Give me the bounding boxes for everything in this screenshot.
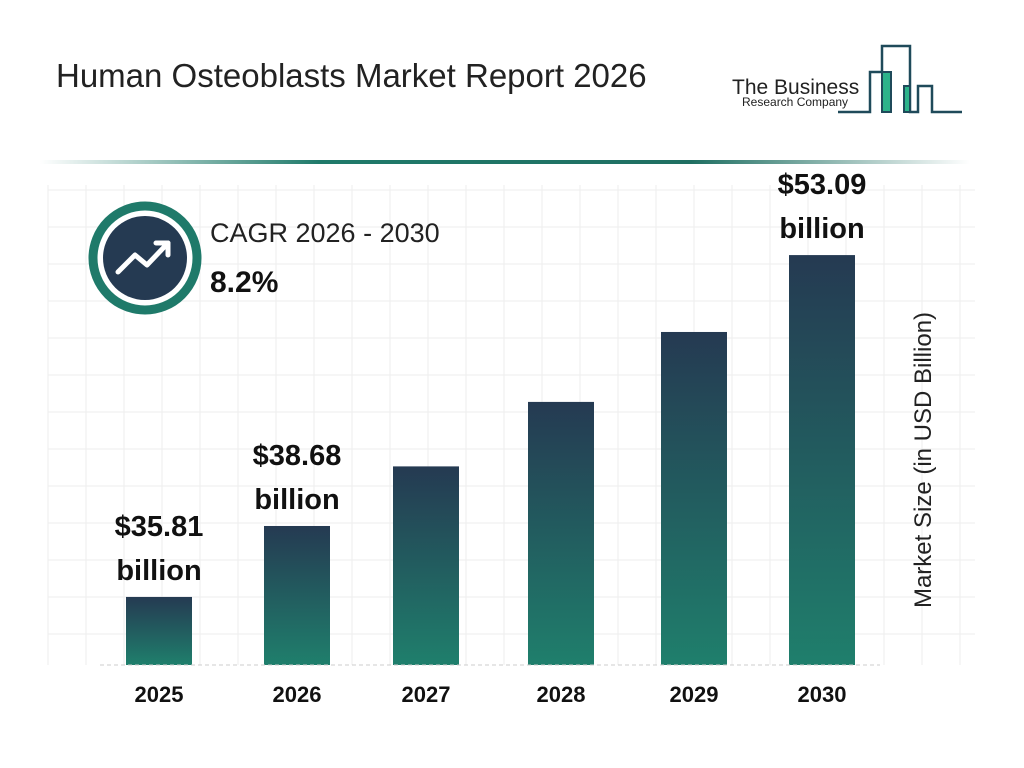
cagr-label: CAGR 2026 - 2030 — [210, 218, 440, 248]
bar-2026 — [264, 525, 330, 665]
data-label-value: $53.09 — [777, 169, 867, 202]
x-tick-label: 2026 — [272, 682, 322, 707]
logo-line2: Research Company — [742, 95, 848, 109]
data-label-value: $38.68 — [252, 439, 342, 472]
data-label: $53.09 billion — [742, 163, 902, 251]
bar-2025 — [126, 596, 192, 665]
bar-2030 — [789, 255, 855, 665]
divider — [40, 160, 970, 164]
bar-2027 — [393, 466, 459, 665]
page-title: Human Osteoblasts Market Report 2026 — [56, 57, 647, 94]
data-label-unit: billion — [116, 554, 202, 587]
trending-up-icon — [88, 201, 202, 315]
x-tick-label: 2028 — [536, 682, 586, 707]
data-label: $35.81 billion — [79, 505, 239, 593]
bar-2028 — [528, 401, 594, 665]
cagr-value: 8.2% — [210, 266, 279, 299]
logo-line1: The Business — [732, 76, 859, 99]
bar-2029 — [661, 331, 727, 665]
data-label-value: $35.81 — [114, 510, 204, 543]
y-axis-label: Market Size (in USD Billion) — [910, 311, 937, 609]
company-logo: The Business Research Company — [730, 44, 965, 124]
data-label-unit: billion — [779, 213, 865, 246]
x-tick-label: 2030 — [797, 682, 847, 707]
x-tick-label: 2029 — [669, 682, 719, 707]
data-label: $38.68 billion — [217, 434, 377, 522]
x-tick-label: 2027 — [401, 682, 451, 707]
x-tick-label: 2025 — [134, 682, 184, 707]
data-label-unit: billion — [254, 483, 340, 516]
